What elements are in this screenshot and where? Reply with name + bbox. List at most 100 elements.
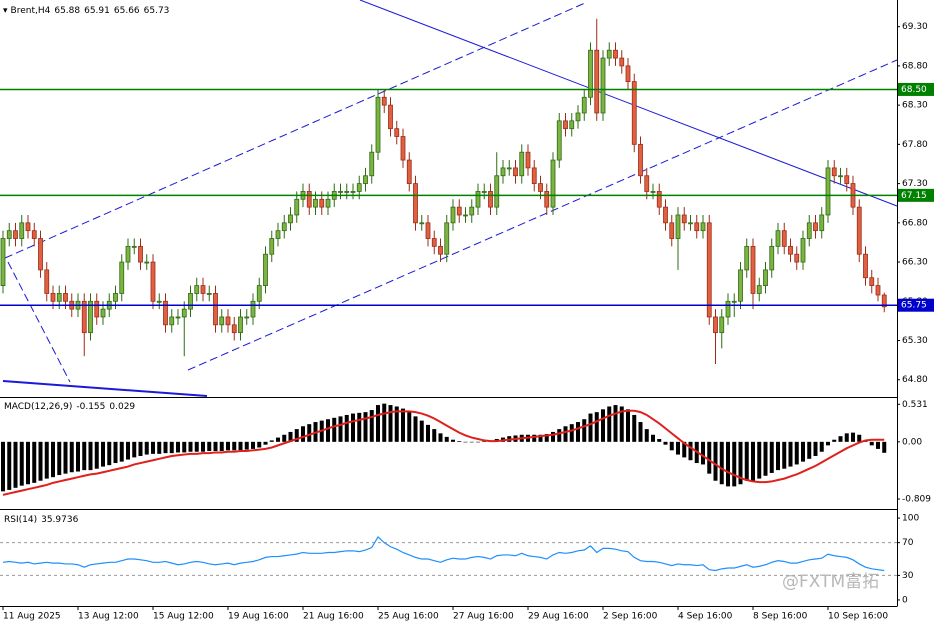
macd-bar xyxy=(838,436,843,442)
macd-bar xyxy=(732,441,737,487)
macd-bar xyxy=(713,441,718,481)
macd-bar xyxy=(432,429,437,442)
x-tick-label: 19 Aug 16:00 xyxy=(228,612,289,622)
macd-title: MACD(12,26,9) xyxy=(4,402,72,412)
macd-bar xyxy=(401,408,405,442)
macd-bar xyxy=(88,441,93,471)
candle-body xyxy=(156,300,162,303)
watermark: @FXTM富拓 xyxy=(782,572,879,592)
macd-bar xyxy=(188,441,193,452)
candle-body xyxy=(94,300,100,318)
macd-bar xyxy=(369,410,374,442)
macd-bar xyxy=(151,441,155,454)
candle-body xyxy=(169,316,175,326)
candle-body xyxy=(231,324,237,334)
frame xyxy=(0,0,898,607)
candle-body xyxy=(469,206,475,216)
macd-bar xyxy=(257,441,262,448)
macd-bar xyxy=(638,422,643,442)
macd-bar xyxy=(163,441,168,454)
macd-bar xyxy=(201,441,205,452)
macd-bar xyxy=(476,441,480,443)
candle-body xyxy=(419,222,425,225)
macd-bar xyxy=(688,441,693,461)
macd-bar xyxy=(669,441,674,451)
rsi-header: RSI(14) 35.9736 xyxy=(4,515,79,525)
macd-bar xyxy=(244,441,249,450)
candle-body xyxy=(838,175,843,178)
candle-body xyxy=(806,222,812,239)
candle-body xyxy=(475,191,481,208)
macd-header: MACD(12,26,9) -0.155 0.029 xyxy=(4,402,135,412)
candle-body xyxy=(563,120,568,130)
x-tick-label: 21 Aug 16:00 xyxy=(303,612,364,622)
macd-bar xyxy=(132,441,137,458)
candle-body xyxy=(463,214,468,217)
y-tick-label: 66.80 xyxy=(902,218,928,228)
candle-body xyxy=(56,293,62,302)
y-tick-label: 70 xyxy=(902,538,914,548)
macd-bar xyxy=(876,441,880,449)
candle-body xyxy=(269,238,275,255)
candle-body xyxy=(25,222,31,232)
macd-bar xyxy=(776,441,780,471)
rsi-value: 35.9736 xyxy=(41,515,78,525)
candle-body xyxy=(494,175,500,208)
candle-body xyxy=(381,96,387,106)
candle-body xyxy=(881,294,887,308)
macd-bar xyxy=(7,441,12,490)
macd-bar xyxy=(307,424,312,442)
candle-body xyxy=(825,167,831,216)
candle-body xyxy=(513,167,518,177)
macd-bar xyxy=(76,441,80,472)
candle-body xyxy=(350,191,356,193)
candle-body xyxy=(769,245,775,271)
candle-body xyxy=(844,175,850,184)
candle-body xyxy=(406,159,412,184)
macd-bar xyxy=(676,441,680,455)
candle-body xyxy=(750,245,756,294)
signal-value: 0.029 xyxy=(109,402,135,412)
channel-line xyxy=(187,59,898,371)
y-tick-label: 67.30 xyxy=(902,179,928,189)
macd-bar xyxy=(563,426,568,442)
candle-body xyxy=(63,293,68,302)
macd-bar xyxy=(582,419,587,442)
candle-body xyxy=(788,245,793,255)
close-value: 65.73 xyxy=(144,6,170,16)
candle-body xyxy=(444,222,450,255)
macd-bar xyxy=(844,433,849,442)
x-tick-label: 10 Sep 16:00 xyxy=(828,612,888,622)
y-tick-label: 67.80 xyxy=(902,140,928,150)
candle-body xyxy=(194,285,200,294)
candle-body xyxy=(675,214,681,239)
macd-bar xyxy=(113,441,118,464)
candle-body xyxy=(663,206,668,224)
macd-bar xyxy=(126,441,130,460)
candle-body xyxy=(163,300,168,326)
candle-body xyxy=(6,230,12,239)
macd-bar xyxy=(157,441,162,454)
macd-bar xyxy=(138,441,143,456)
candle-body xyxy=(413,183,418,224)
macd-bar xyxy=(763,441,768,476)
candle-body xyxy=(775,230,781,247)
candle-body xyxy=(831,167,837,177)
y-tick-label: 0.00 xyxy=(902,437,922,447)
candle-body xyxy=(738,269,743,302)
macd-bar xyxy=(813,441,818,456)
macd-bar xyxy=(626,409,630,442)
candle-body xyxy=(150,261,156,302)
candle-body xyxy=(619,57,625,67)
candle-body xyxy=(38,238,43,271)
macd-bar xyxy=(213,441,218,452)
candle-body xyxy=(225,316,231,326)
candle-body xyxy=(119,261,125,294)
candle-body xyxy=(175,316,181,319)
candle-body xyxy=(638,143,643,177)
open-value: 65.88 xyxy=(54,6,80,16)
macd-bar xyxy=(263,441,268,445)
macd-bar xyxy=(757,441,762,479)
macd-bar xyxy=(344,414,349,442)
